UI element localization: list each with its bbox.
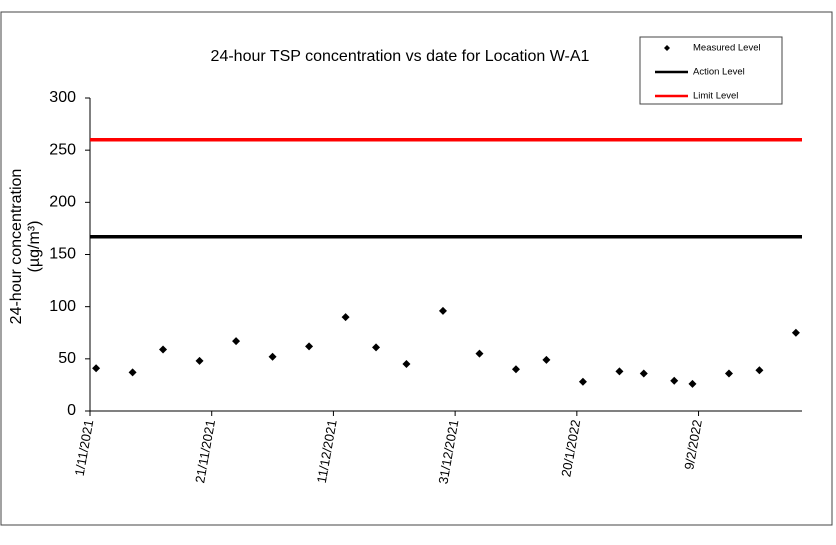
data-point bbox=[128, 368, 137, 377]
data-point bbox=[372, 343, 381, 352]
data-point bbox=[724, 369, 733, 378]
y-tick-label: 100 bbox=[49, 298, 76, 315]
y-tick-label: 150 bbox=[49, 246, 76, 263]
chart-title: 24-hour TSP concentration vs date for Lo… bbox=[211, 48, 590, 65]
data-point bbox=[511, 365, 520, 374]
data-point bbox=[791, 328, 800, 337]
legend-label: Limit Level bbox=[693, 91, 738, 102]
y-axis-label: 24-hour concentration bbox=[8, 169, 25, 325]
data-point bbox=[268, 352, 277, 361]
data-point bbox=[475, 349, 484, 358]
legend-label: Action Level bbox=[693, 67, 745, 78]
data-point bbox=[159, 345, 168, 354]
data-point bbox=[402, 360, 411, 369]
legend-marker bbox=[664, 45, 670, 51]
data-point bbox=[305, 342, 314, 351]
data-point bbox=[670, 376, 679, 385]
data-point bbox=[688, 379, 697, 388]
y-axis-label: (µg/m³) bbox=[26, 221, 43, 273]
data-point bbox=[195, 356, 204, 365]
y-tick-label: 200 bbox=[49, 194, 76, 211]
legend-label: Measured Level bbox=[693, 43, 761, 54]
data-point bbox=[438, 306, 447, 315]
y-tick-label: 0 bbox=[67, 402, 76, 419]
data-point bbox=[92, 364, 101, 373]
data-point bbox=[755, 366, 764, 375]
y-tick-label: 50 bbox=[58, 350, 76, 367]
data-point bbox=[639, 369, 648, 378]
legend-box bbox=[639, 36, 783, 105]
data-point bbox=[542, 355, 551, 364]
data-point bbox=[232, 337, 241, 346]
data-point bbox=[615, 367, 624, 376]
data-point bbox=[578, 377, 587, 386]
y-tick-label: 250 bbox=[49, 141, 76, 158]
y-tick-label: 300 bbox=[49, 89, 76, 106]
data-point bbox=[341, 313, 350, 322]
